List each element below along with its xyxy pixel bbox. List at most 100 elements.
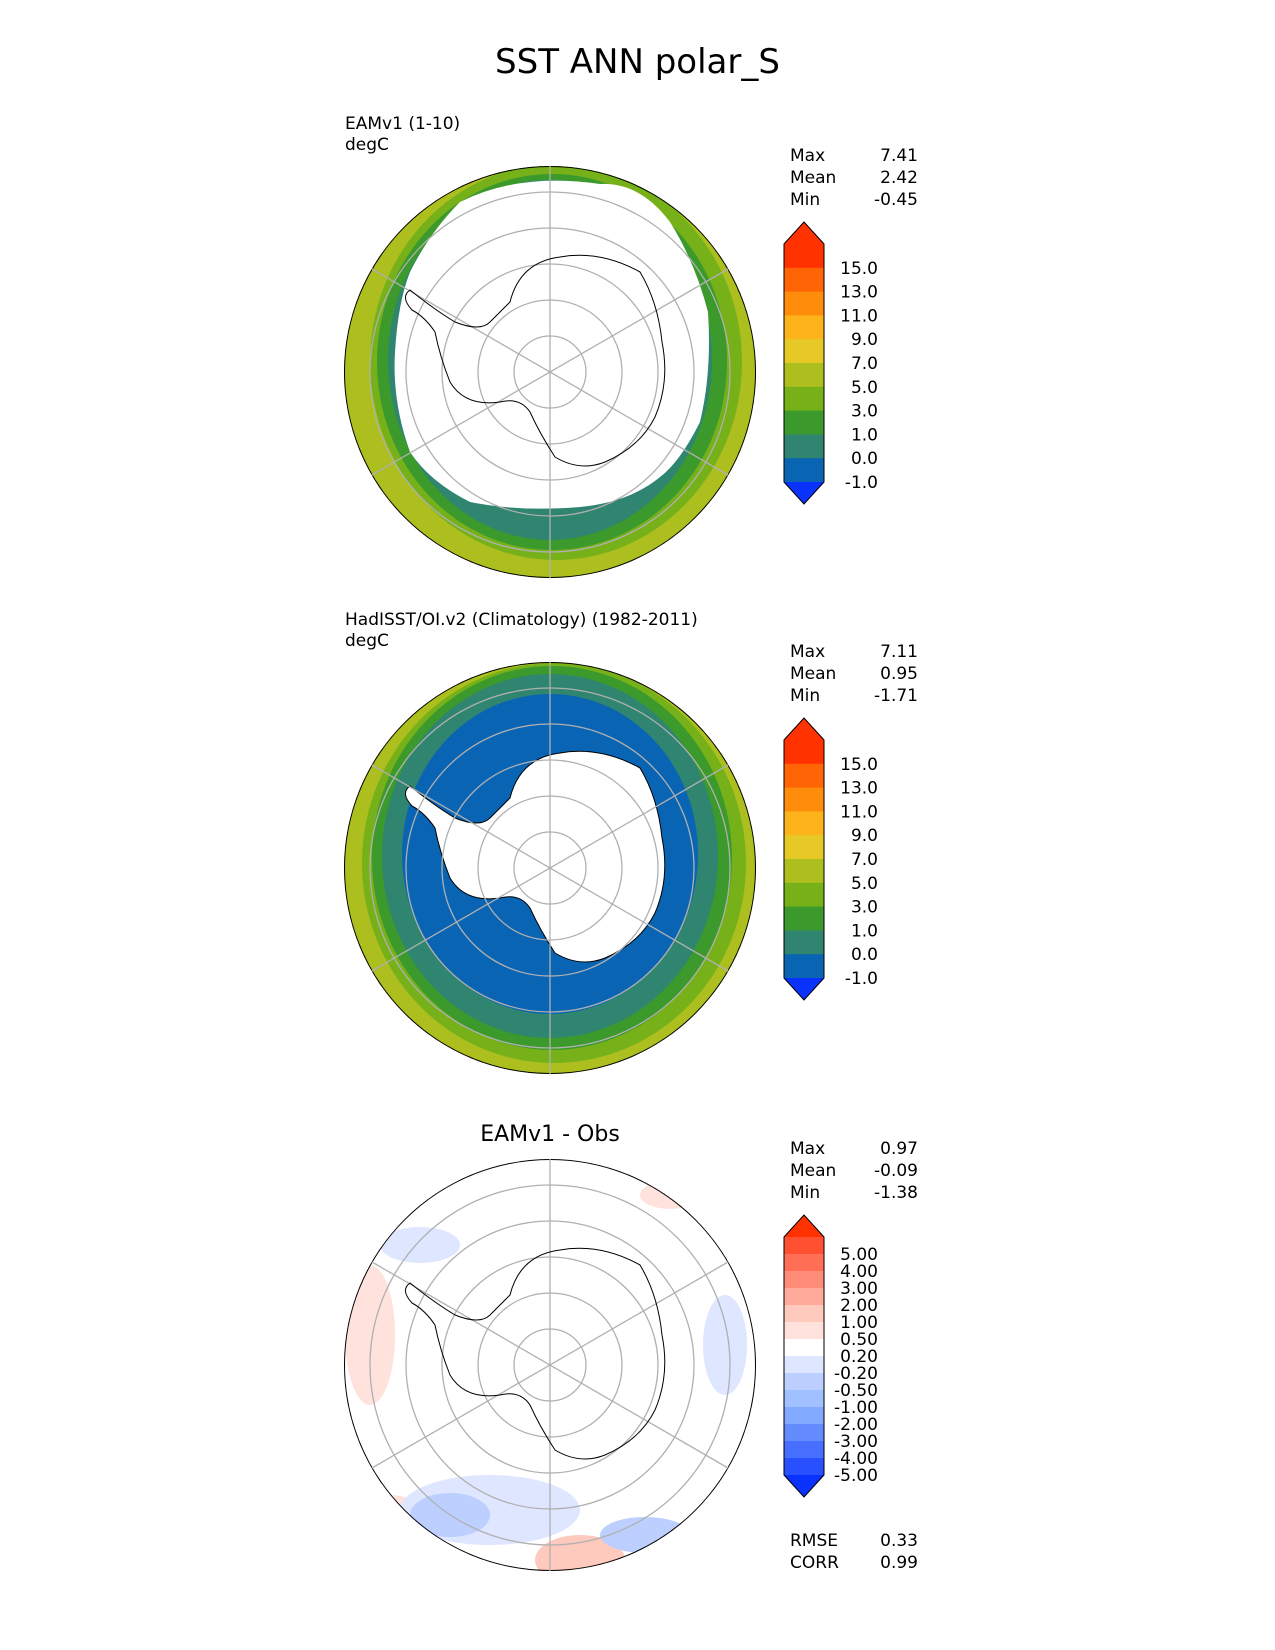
colorbar-tick-label: 15.0 xyxy=(840,755,878,775)
colorbar-tick-label: 4.00 xyxy=(840,1262,878,1282)
colorbar-tick-label: 11.0 xyxy=(840,802,878,822)
colorbar-segment xyxy=(784,1458,824,1476)
panel1-dataset: EAMv1 (1-10) xyxy=(345,114,461,134)
colorbar-tick-label: 1.00 xyxy=(840,1313,878,1333)
colorbar-segment xyxy=(784,410,824,435)
panel3-colorbar: 5.004.003.002.001.000.500.20-0.20-0.50-1… xyxy=(783,1214,878,1498)
panel1-label: EAMv1 (1-10) degC xyxy=(345,114,460,156)
colorbar-segment xyxy=(784,906,824,931)
colorbar-segment xyxy=(784,458,824,483)
panel3-extra-stats: RMSE 0.33 CORR 0.99 xyxy=(790,1530,918,1574)
panel2-stats: Max 7.11 Mean 0.95 Min -1.71 xyxy=(790,641,918,707)
colorbar-segment xyxy=(784,1373,824,1391)
stat-max: Max 7.11 xyxy=(790,642,918,662)
panel2-antarctica-land xyxy=(405,750,666,963)
colorbar-outline xyxy=(783,717,825,1001)
figure-title: SST ANN polar_S xyxy=(495,42,780,82)
colorbar-tick-label: 5.0 xyxy=(851,874,878,894)
stat-mean: Mean -0.09 xyxy=(790,1161,918,1181)
panel2-units: degC xyxy=(345,631,389,651)
colorbar-segment xyxy=(784,1390,824,1408)
panel1-colorbar: 15.0 13.0 11.0 9.0 7.0 5.0 3.0 1.0 0.0 -1.0 xyxy=(783,221,878,505)
stat-max: Max 7.41 xyxy=(790,146,918,166)
panel3-antarctica-coastline xyxy=(405,1247,666,1460)
colorbar-segment xyxy=(784,859,824,884)
panel3-map xyxy=(344,1159,756,1571)
panel3-stats: Max 0.97 Mean -0.09 Min -1.38 xyxy=(790,1138,918,1204)
colorbar-tick-label: -2.00 xyxy=(834,1415,878,1435)
colorbar-tick-label: 13.0 xyxy=(840,283,878,303)
colorbar-tick-label: 1.0 xyxy=(851,425,878,445)
stat-mean: Mean 2.42 xyxy=(790,168,918,188)
panel2-dataset: HadISST/OI.v2 (Climatology) (1982-2011) xyxy=(345,610,698,630)
colorbar-tick-label: 2.00 xyxy=(840,1296,878,1316)
colorbar-segment xyxy=(784,1305,824,1323)
colorbar-tick-label: 1.0 xyxy=(851,921,878,941)
panel3-title: EAMv1 - Obs xyxy=(480,1122,620,1147)
colorbar-segment xyxy=(784,1254,824,1272)
colorbar-tick-label: 5.0 xyxy=(851,378,878,398)
colorbar-tick-label: 15.0 xyxy=(840,259,878,279)
colorbar-segment xyxy=(784,1288,824,1306)
colorbar-tick-label: 9.0 xyxy=(851,330,878,350)
colorbar-segment xyxy=(784,339,824,364)
colorbar-extend-max xyxy=(784,718,824,740)
colorbar-outline xyxy=(783,1214,825,1498)
colorbar-tick-label: 7.0 xyxy=(851,850,878,870)
colorbar-outline xyxy=(783,221,825,505)
colorbar-tick-label: -4.00 xyxy=(834,1449,878,1469)
colorbar-tick-label: 3.00 xyxy=(840,1279,878,1299)
colorbar-extend-min xyxy=(784,1475,824,1497)
colorbar-extend-max xyxy=(784,1215,824,1237)
colorbar-segment xyxy=(784,763,824,789)
stat-min: Min -1.71 xyxy=(790,686,918,706)
colorbar-segment xyxy=(784,882,824,908)
colorbar-segment xyxy=(784,386,824,412)
stat-mean: Mean 0.95 xyxy=(790,664,918,684)
colorbar-extend-max xyxy=(784,222,824,244)
colorbar-tick-label: 0.50 xyxy=(840,1330,878,1350)
colorbar-segment xyxy=(784,740,824,765)
colorbar-segment xyxy=(784,291,824,316)
stat-rmse: RMSE 0.33 xyxy=(790,1531,918,1551)
colorbar-extend-min xyxy=(784,978,824,1000)
colorbar-segment xyxy=(784,954,824,979)
panel2-graticule xyxy=(369,662,731,1074)
panel3-graticule xyxy=(369,1159,731,1571)
colorbar-tick-label: -5.00 xyxy=(834,1466,878,1486)
colorbar-segment xyxy=(784,267,824,293)
colorbar-segment xyxy=(784,315,824,340)
colorbar-segment xyxy=(784,363,824,388)
colorbar-segment xyxy=(784,1407,824,1425)
colorbar-segment xyxy=(784,835,824,860)
colorbar-segment xyxy=(784,1339,824,1357)
panel1-stats: Max 7.41 Mean 2.42 Min -0.45 xyxy=(790,145,918,211)
panel1-units: degC xyxy=(345,135,389,155)
colorbar-tick-label: 13.0 xyxy=(840,779,878,799)
colorbar-tick-label: 3.0 xyxy=(851,898,878,918)
colorbar-tick-label: 9.0 xyxy=(851,826,878,846)
colorbar-tick-label: 11.0 xyxy=(840,306,878,326)
panel2-colorbar: 15.0 13.0 11.0 9.0 7.0 5.0 3.0 1.0 0.0 -1.0 xyxy=(783,717,878,1001)
colorbar-segment xyxy=(784,1441,824,1459)
colorbar-tick-label: 0.20 xyxy=(840,1347,878,1367)
panel2-map xyxy=(344,662,756,1074)
colorbar-segment xyxy=(784,1424,824,1442)
panel1-graticule xyxy=(369,166,731,578)
colorbar-tick-label: 3.0 xyxy=(851,402,878,422)
colorbar-tick-label: -1.0 xyxy=(845,473,878,493)
stat-min: Min -1.38 xyxy=(790,1183,918,1203)
colorbar-segment xyxy=(784,1356,824,1374)
colorbar-tick-label: -1.00 xyxy=(834,1398,878,1418)
stat-min: Min -0.45 xyxy=(790,190,918,210)
colorbar-segment xyxy=(784,1271,824,1289)
colorbar-extend-min xyxy=(784,482,824,504)
colorbar-segment xyxy=(784,434,824,459)
colorbar-tick-label: -1.0 xyxy=(845,969,878,989)
colorbar-segment xyxy=(784,1237,824,1255)
colorbar-segment xyxy=(784,930,824,955)
colorbar-tick-label: -3.00 xyxy=(834,1432,878,1452)
colorbar-tick-label: -0.20 xyxy=(834,1364,878,1384)
colorbar-tick-label: -0.50 xyxy=(834,1381,878,1401)
stat-corr: CORR 0.99 xyxy=(790,1553,918,1573)
